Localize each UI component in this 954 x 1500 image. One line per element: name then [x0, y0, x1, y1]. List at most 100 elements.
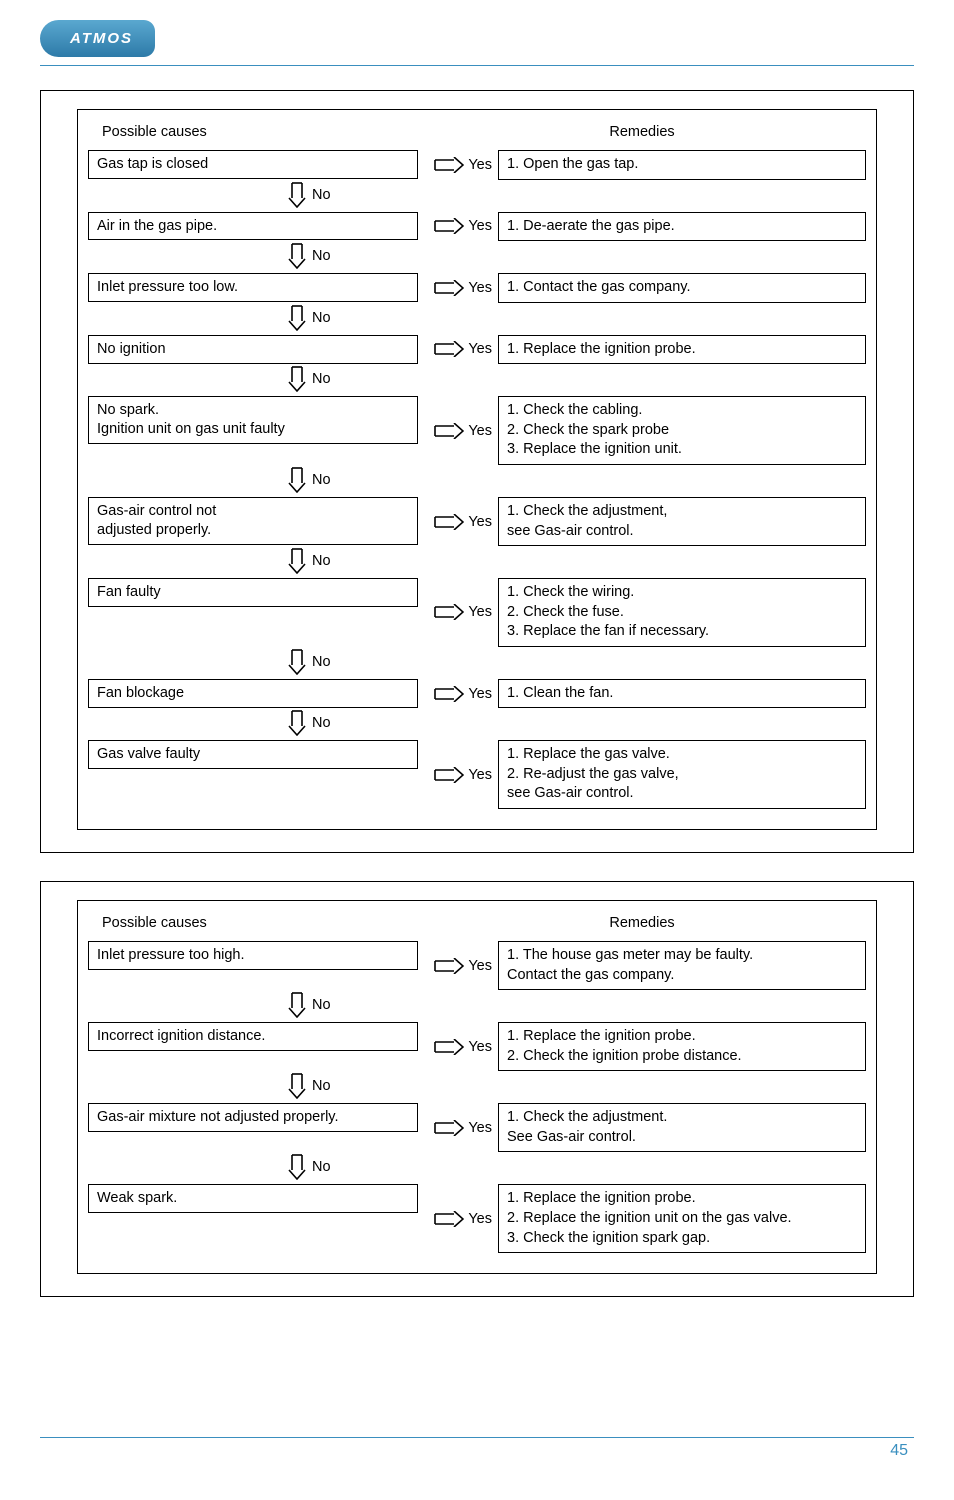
yes-arrow-col: Yes [418, 157, 498, 173]
remedy-box: 1. The house gas meter may be faulty. Co… [498, 941, 866, 990]
no-label: No [312, 997, 331, 1013]
yes-arrow-col: Yes [418, 958, 498, 974]
yes-arrow-col: Yes [418, 423, 498, 439]
arrow-right-icon [434, 604, 464, 620]
cause-box: Gas valve faulty [88, 740, 418, 769]
flow-row: Incorrect ignition distance. Yes 1. Replac… [88, 1022, 866, 1071]
remedy-box: 1. Clean the fan. [498, 679, 866, 709]
remedy-box: 1. Contact the gas company. [498, 273, 866, 303]
yes-label: Yes [468, 280, 492, 296]
cause-box: Incorrect ignition distance. [88, 1022, 418, 1051]
remedy-box: 1. Check the cabling. 2. Check the spark… [498, 396, 866, 465]
flow-row: Fan blockageYes1. Clean the fan. [88, 679, 866, 709]
no-label: No [312, 1159, 331, 1175]
no-row: No [88, 467, 866, 493]
arrow-down-icon [288, 243, 306, 269]
no-row: No [88, 1073, 866, 1099]
flow-row: Fan faulty Yes 1. Check the wiring. 2. Che… [88, 578, 866, 647]
flow-row: Gas-air control not adjusted properly.Ye… [88, 497, 866, 546]
yes-label: Yes [468, 157, 492, 173]
no-row: No [88, 710, 866, 736]
yes-label: Yes [468, 1211, 492, 1227]
no-label: No [312, 1078, 331, 1094]
flow-row: Gas tap is closedYes1. Open the gas tap. [88, 150, 866, 180]
page-number: 45 [40, 1442, 914, 1460]
yes-arrow-col: Yes [418, 280, 498, 296]
yes-arrow-col: Yes [418, 767, 498, 783]
yes-label: Yes [468, 1039, 492, 1055]
remedies-header: Remedies [418, 915, 866, 931]
arrow-down-icon [288, 366, 306, 392]
no-row: No [88, 1154, 866, 1180]
flowchart-inner: Possible causesRemediesInlet pressure to… [77, 900, 877, 1274]
no-row: No [88, 649, 866, 675]
yes-label: Yes [468, 604, 492, 620]
cause-box: No ignition [88, 335, 418, 364]
cause-box: Fan faulty [88, 578, 418, 607]
yes-label: Yes [468, 423, 492, 439]
no-label: No [312, 248, 331, 264]
flow-row: No spark. Ignition unit on gas unit faul… [88, 396, 866, 465]
column-headers: Possible causesRemedies [88, 124, 866, 140]
arrow-down-icon [288, 1154, 306, 1180]
no-row: No [88, 243, 866, 269]
arrow-down-icon [288, 305, 306, 331]
causes-header: Possible causes [88, 124, 418, 140]
yes-label: Yes [468, 1120, 492, 1136]
yes-arrow-col: Yes [418, 686, 498, 702]
remedy-box: 1. Replace the ignition probe. 2. Check … [498, 1022, 866, 1071]
arrow-right-icon [434, 1211, 464, 1227]
flow-row: Gas-air mixture not adjusted properly. Ye… [88, 1103, 866, 1152]
arrow-right-icon [434, 280, 464, 296]
flow-row: Inlet pressure too high.Yes1. The house … [88, 941, 866, 990]
cause-box: No spark. Ignition unit on gas unit faul… [88, 396, 418, 444]
no-row: No [88, 182, 866, 208]
remedy-box: 1. De-aerate the gas pipe. [498, 212, 866, 242]
arrow-down-icon [288, 992, 306, 1018]
footer-rule [40, 1437, 914, 1438]
logo-wrap: ATMOS [40, 20, 914, 57]
arrow-down-icon [288, 548, 306, 574]
remedy-box: 1. Replace the gas valve. 2. Re-adjust t… [498, 740, 866, 809]
yes-arrow-col: Yes [418, 1120, 498, 1136]
arrow-right-icon [434, 514, 464, 530]
no-row: No [88, 992, 866, 1018]
no-label: No [312, 371, 331, 387]
yes-arrow-col: Yes [418, 1211, 498, 1227]
arrow-down-icon [288, 182, 306, 208]
arrow-right-icon [434, 341, 464, 357]
column-headers: Possible causesRemedies [88, 915, 866, 931]
arrow-right-icon [434, 1120, 464, 1136]
yes-label: Yes [468, 218, 492, 234]
cause-box: Weak spark. [88, 1184, 418, 1213]
remedies-header: Remedies [418, 124, 866, 140]
no-label: No [312, 472, 331, 488]
flowchart-inner: Possible causesRemediesGas tap is closed… [77, 109, 877, 830]
yes-arrow-col: Yes [418, 1039, 498, 1055]
arrow-down-icon [288, 467, 306, 493]
remedy-box: 1. Replace the ignition probe. [498, 335, 866, 365]
flow-row: No ignitionYes1. Replace the ignition pr… [88, 335, 866, 365]
cause-box: Gas tap is closed [88, 150, 418, 179]
flow-row: Air in the gas pipe. Yes 1. De-aerate the … [88, 212, 866, 242]
yes-label: Yes [468, 767, 492, 783]
cause-box: Gas-air mixture not adjusted properly. [88, 1103, 418, 1132]
cause-box: Inlet pressure too high. [88, 941, 418, 970]
flowchart-panel: Possible causesRemediesInlet pressure to… [40, 881, 914, 1297]
cause-box: Fan blockage [88, 679, 418, 708]
arrow-right-icon [434, 767, 464, 783]
arrow-right-icon [434, 423, 464, 439]
cause-box: Inlet pressure too low. [88, 273, 418, 302]
no-row: No [88, 548, 866, 574]
arrow-right-icon [434, 218, 464, 234]
arrow-right-icon [434, 686, 464, 702]
remedy-box: 1. Check the wiring. 2. Check the fuse. … [498, 578, 866, 647]
cause-box: Gas-air control not adjusted properly. [88, 497, 418, 545]
yes-arrow-col: Yes [418, 514, 498, 530]
causes-header: Possible causes [88, 915, 418, 931]
cause-box: Air in the gas pipe. [88, 212, 418, 241]
remedy-box: 1. Check the adjustment, see Gas-air con… [498, 497, 866, 546]
arrow-down-icon [288, 710, 306, 736]
no-row: No [88, 305, 866, 331]
no-label: No [312, 553, 331, 569]
